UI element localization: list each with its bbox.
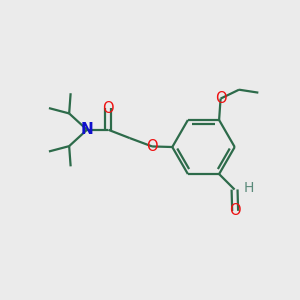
Text: O: O (215, 91, 226, 106)
Text: O: O (146, 139, 158, 154)
Text: N: N (81, 122, 93, 137)
Text: O: O (229, 203, 241, 218)
Text: H: H (244, 181, 254, 195)
Text: O: O (103, 101, 114, 116)
